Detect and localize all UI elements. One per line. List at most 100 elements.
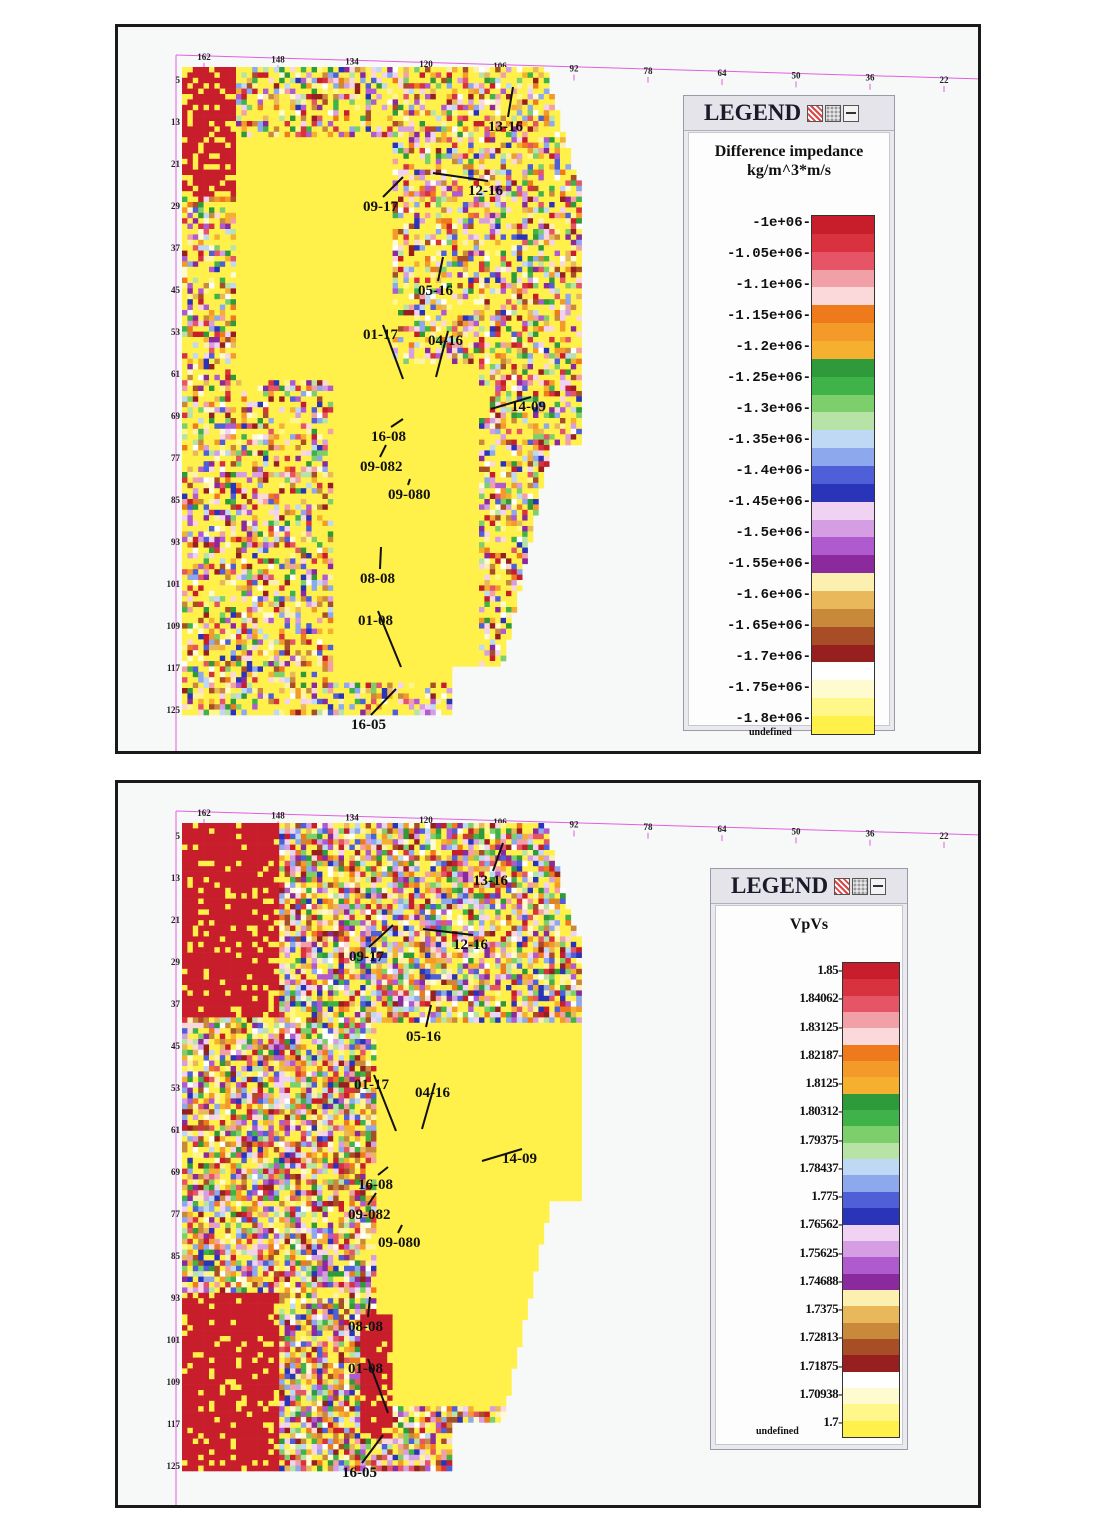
x-tick-label: 36 xyxy=(866,73,876,83)
color-scale-step xyxy=(812,376,874,395)
color-scale-step xyxy=(812,573,874,592)
y-tick-label: 117 xyxy=(167,663,181,673)
well-label[interactable]: 16-08 xyxy=(371,429,406,445)
well-label[interactable]: 16-05 xyxy=(342,1465,377,1481)
well-label[interactable]: 12-16 xyxy=(453,937,488,953)
color-scale-step xyxy=(812,537,874,556)
legend-tick-label: 1.85- xyxy=(817,962,842,977)
color-scale-step xyxy=(812,216,874,234)
color-scale-step xyxy=(812,644,874,663)
well-leader-line xyxy=(367,1296,371,1318)
well-label[interactable]: 01-08 xyxy=(358,613,393,629)
vpvs-map-view[interactable]: 162 148 134 120 106 92 78 64 50 36 22 5 13 21 29 37 45 53… xyxy=(118,783,981,1508)
color-scale-step xyxy=(843,1208,899,1225)
color-scale-step xyxy=(843,1338,899,1356)
well-leader-line xyxy=(367,1192,377,1206)
legend-tick-label: -1.5e+06- xyxy=(735,525,811,541)
vpvs-legend[interactable]: LEGEND VpVs 1.85- 1.84062- 1.83125- 1.82187… xyxy=(710,868,908,1450)
palette-icon[interactable] xyxy=(852,877,869,895)
well-label[interactable]: 14-09 xyxy=(511,399,546,415)
well-label[interactable]: 04-16 xyxy=(415,1085,450,1101)
x-tick-label: 50 xyxy=(792,826,802,836)
legend-tick-label: -1.25e+06- xyxy=(726,370,811,386)
legend-tick-label: -1.75e+06- xyxy=(726,680,811,696)
legend-tick-label: 1.775- xyxy=(811,1188,842,1203)
minimize-icon[interactable] xyxy=(870,877,887,895)
well-label[interactable]: 08-08 xyxy=(360,571,395,587)
well-leader-line xyxy=(377,1166,389,1176)
properties-icon[interactable] xyxy=(834,877,851,895)
y-tick-label: 125 xyxy=(167,705,181,715)
well-label[interactable]: 16-08 xyxy=(358,1177,393,1193)
well-leader-line xyxy=(382,176,404,198)
color-scale-step xyxy=(843,1322,899,1339)
y-tick-label: 53 xyxy=(171,327,181,337)
y-tick-label: 13 xyxy=(171,117,181,127)
legend-tick-label: -1.6e+06- xyxy=(735,587,811,603)
color-scale-step xyxy=(843,1306,899,1323)
legend-title: LEGEND xyxy=(704,100,802,125)
x-tick-label: 134 xyxy=(345,57,359,67)
well-label[interactable]: 09-082 xyxy=(348,1207,391,1223)
well-label[interactable]: 16-05 xyxy=(351,717,386,733)
y-tick-label: 69 xyxy=(171,411,181,421)
well-label[interactable]: 04-16 xyxy=(428,333,463,349)
well-leader-line xyxy=(507,86,514,118)
well-label[interactable]: 01-17 xyxy=(363,327,398,343)
color-scale-step xyxy=(812,394,874,413)
well-label[interactable]: 01-17 xyxy=(354,1077,389,1093)
well-label[interactable]: 13-16 xyxy=(473,873,508,889)
color-scale-bar xyxy=(811,215,875,735)
y-tick-label: 77 xyxy=(171,453,181,463)
well-label[interactable]: 12-16 xyxy=(468,183,503,199)
color-scale-step xyxy=(843,979,899,996)
legend-tick-label: -1.05e+06- xyxy=(726,246,811,262)
well-label[interactable]: 08-08 xyxy=(348,1319,383,1335)
legend-tick-label: 1.82187- xyxy=(799,1046,842,1062)
color-scale-bar xyxy=(842,962,900,1438)
well-leader-line xyxy=(367,1358,389,1414)
color-scale-step xyxy=(843,1191,899,1209)
impedance-legend[interactable]: LEGEND Difference impedance kg/m^3*m/s -… xyxy=(683,95,895,738)
y-tick-label: 109 xyxy=(167,1377,181,1387)
legend-tick-label: 1.71875- xyxy=(799,1357,842,1373)
y-tick-label: 93 xyxy=(171,1293,181,1303)
well-label[interactable]: 05-16 xyxy=(418,283,453,299)
x-axis-line xyxy=(175,810,978,836)
color-scale-step xyxy=(843,1387,899,1405)
y-tick-label: 5 xyxy=(176,75,181,85)
well-label[interactable]: 01-08 xyxy=(348,1361,383,1377)
well-label[interactable]: 09-082 xyxy=(360,459,403,475)
legend-header[interactable]: LEGEND xyxy=(711,869,907,904)
color-scale-step xyxy=(843,963,899,980)
well-label[interactable]: 09-17 xyxy=(363,199,398,215)
impedance-map-view[interactable]: 162 148 134 120 106 92 78 64 50 36 22 5 13 21 29 37 45 53… xyxy=(118,27,981,754)
well-label[interactable]: 14-09 xyxy=(502,1151,537,1167)
color-scale-step xyxy=(843,1077,899,1094)
well-label[interactable]: 13-16 xyxy=(488,119,523,135)
legend-title: LEGEND xyxy=(731,873,829,898)
legend-header[interactable]: LEGEND xyxy=(684,96,894,131)
y-tick-label: 109 xyxy=(167,621,181,631)
color-scale-step xyxy=(812,466,874,484)
well-label[interactable]: 09-080 xyxy=(388,487,431,503)
well-label[interactable]: 09-080 xyxy=(378,1235,421,1251)
legend-tick-label: 1.7- xyxy=(823,1414,842,1429)
legend-tick-label: 1.74688- xyxy=(799,1272,842,1288)
well-leader-line xyxy=(370,688,397,716)
palette-icon[interactable] xyxy=(825,104,842,122)
y-tick-label: 29 xyxy=(171,201,181,211)
well-label[interactable]: 09-17 xyxy=(349,949,384,965)
color-scale-step xyxy=(812,358,874,377)
y-tick-label: 21 xyxy=(171,915,181,925)
color-scale-step xyxy=(812,716,874,734)
legend-tick-label: 1.84062- xyxy=(799,990,842,1006)
well-label[interactable]: 05-16 xyxy=(406,1029,441,1045)
well-leader-line xyxy=(435,330,449,378)
properties-icon[interactable] xyxy=(807,104,824,122)
legend-tick-label: 1.7375- xyxy=(805,1301,842,1316)
y-tick-label: 85 xyxy=(171,1251,181,1261)
color-scale-step xyxy=(843,1240,899,1258)
minimize-icon[interactable] xyxy=(843,104,860,122)
color-scale-step xyxy=(843,1142,899,1160)
